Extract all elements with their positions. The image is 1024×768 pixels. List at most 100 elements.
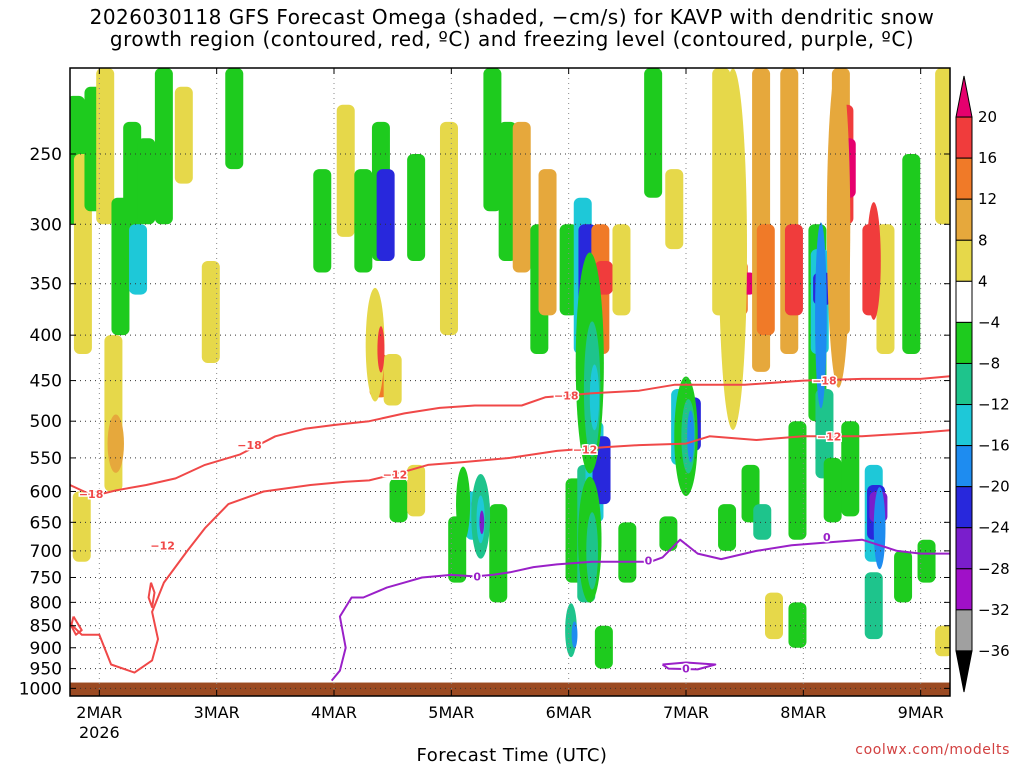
omega-cell: [383, 353, 402, 406]
colorbar-bin: [955, 116, 973, 159]
omega-cell: [559, 224, 578, 316]
omega-shading: [70, 68, 950, 669]
omega-cell: [876, 224, 895, 354]
omega-cell: [618, 522, 637, 583]
colorbar-label: 4: [978, 272, 988, 290]
y-tick-label: 800: [30, 593, 62, 613]
contour-dgz_loop_small2: [147, 582, 156, 609]
contour-label: 0: [682, 663, 690, 676]
chart-title-line1: 2026030118 GFS Forecast Omega (shaded, −…: [89, 5, 935, 29]
omega-blob: [377, 326, 385, 373]
omega-cell: [935, 625, 950, 657]
omega-cell: [864, 572, 883, 640]
contour-label: −18: [237, 439, 262, 452]
contour-label: 0: [823, 531, 831, 544]
contour-freezing_loop: [661, 661, 717, 671]
contour-dgz_upper_minus18: [70, 375, 950, 497]
colorbar-bin: [955, 445, 973, 488]
omega-cell: [756, 224, 775, 336]
omega-cell: [498, 121, 517, 262]
x-tick-label: 2MAR: [76, 703, 122, 722]
contour-label: 0: [645, 555, 653, 568]
y-tick-label: 450: [30, 372, 62, 392]
y-tick-label: 400: [30, 326, 62, 346]
omega-blob: [571, 621, 578, 648]
y-tick-label: 900: [30, 639, 62, 659]
omega-cell: [489, 504, 508, 603]
omega-cell: [894, 550, 913, 603]
colorbar-label: −8: [978, 354, 1000, 372]
y-tick-label: 250: [30, 145, 62, 165]
omega-cell: [718, 504, 737, 551]
x-tick-label: 5MAR: [428, 703, 474, 722]
y-tick-label: 350: [30, 275, 62, 295]
omega-blob: [365, 287, 385, 402]
omega-cell: [483, 68, 502, 212]
colorbar-label: −12: [978, 396, 1010, 414]
omega-cell: [612, 224, 631, 316]
plot-frame: [69, 67, 951, 697]
x-tick-label: 9MAR: [898, 703, 944, 722]
omega-blob: [586, 512, 599, 590]
y-tick-label: 850: [30, 617, 62, 637]
y-tick-label: 300: [30, 215, 62, 235]
contour-lines: −18 −18 −18 −18 −12 −12 −12 −12 0 0 0 0: [70, 373, 950, 682]
omega-cell: [137, 138, 156, 225]
omega-cell: [753, 504, 772, 540]
contour-dgz_loop_small: [70, 615, 83, 636]
omega-cell: [659, 516, 678, 551]
omega-blob: [815, 222, 827, 409]
colorbar-top-triangle: [955, 75, 973, 118]
colorbar-bin: [955, 486, 973, 529]
colorbar-bin: [955, 568, 973, 611]
colorbar-bin: [955, 527, 973, 570]
omega-blob: [107, 414, 124, 473]
omega-cell: [788, 602, 807, 648]
omega-cell: [594, 625, 613, 669]
omega-cell: [765, 592, 783, 640]
omega-cell: [439, 121, 458, 336]
colorbar-bin: [955, 198, 973, 241]
omega-blob: [826, 68, 851, 388]
ground-layer: [70, 682, 950, 696]
colorbar-bin: [955, 609, 973, 652]
contour-label: −18: [79, 488, 104, 501]
omega-blob: [718, 68, 748, 430]
colorbar-label: −20: [978, 478, 1010, 496]
colorbar-bin: [955, 157, 973, 200]
colorbar-label: −32: [978, 601, 1010, 619]
omega-cell: [201, 261, 220, 364]
colorbar-label: 12: [978, 190, 997, 208]
omega-cell: [313, 169, 332, 273]
omega-blob: [479, 510, 485, 535]
credit-text: coolwx.com/modelts: [855, 742, 1010, 758]
colorbar-label: −24: [978, 519, 1010, 537]
contour-label: −18: [554, 390, 579, 403]
x-tick-label: 7MAR: [663, 703, 709, 722]
x-tick-label: 3MAR: [194, 703, 240, 722]
y-tick-label: 650: [30, 513, 62, 533]
omega-cell: [823, 457, 842, 523]
contour-label: −12: [817, 430, 842, 443]
colorbar-bin: [955, 239, 973, 282]
omega-blob: [687, 410, 695, 463]
contour-dgz_lower_minus12: [70, 429, 950, 674]
y-axis: 2503003504004505005506006507007508008509…: [19, 145, 950, 699]
omega-blob: [866, 202, 881, 320]
plot-border: [69, 67, 951, 697]
omega-cell: [788, 421, 807, 540]
y-tick-label: 500: [30, 412, 62, 432]
contour-label: −12: [150, 539, 175, 552]
colorbar-label: −28: [978, 560, 1010, 578]
ground-fill: [70, 682, 950, 696]
colorbar-bin: [955, 362, 973, 406]
y-tick-label: 750: [30, 568, 62, 588]
omega-cell: [72, 491, 91, 562]
y-tick-label: 550: [30, 449, 62, 469]
colorbar-bin: [955, 404, 973, 447]
chart-title-line2: growth region (contoured, red, ºC) and f…: [109, 27, 915, 51]
omega-cell: [354, 169, 373, 273]
omega-cell: [225, 68, 244, 170]
